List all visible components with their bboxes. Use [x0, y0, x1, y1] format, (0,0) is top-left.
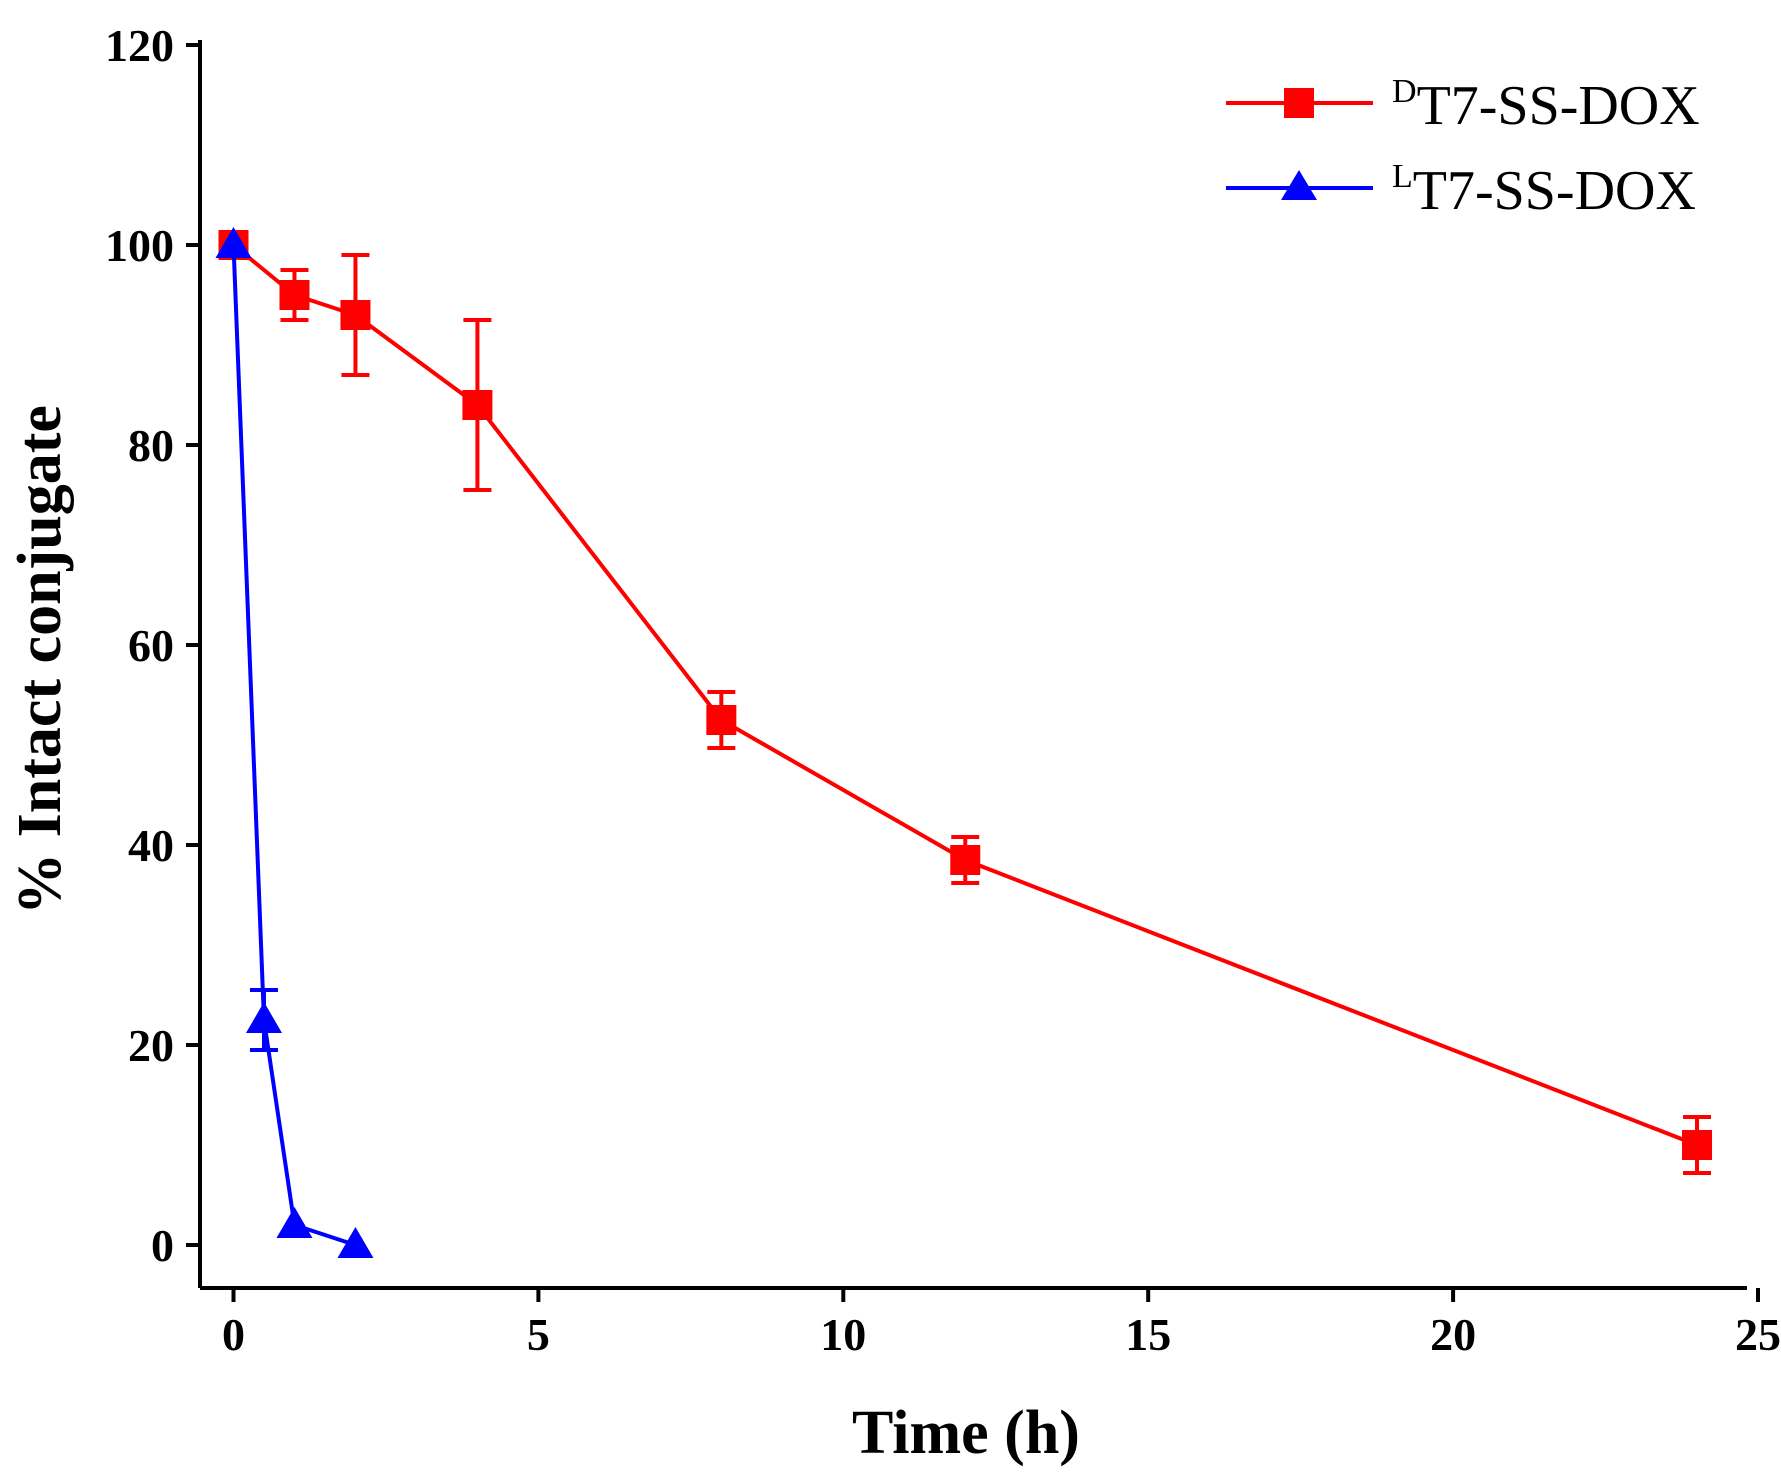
y-tick-label: 80	[128, 420, 174, 471]
data-point-square	[706, 705, 737, 735]
legend-item-lt7: LT7-SS-DOX	[1226, 158, 1696, 222]
legend-sup-l: L	[1392, 158, 1413, 195]
data-point-square	[462, 390, 493, 420]
x-axis-title: Time (h)	[852, 1399, 1080, 1467]
series-line-lt7	[231, 244, 357, 1247]
data-point-triangle	[337, 1227, 374, 1258]
y-tick-label: 100	[105, 220, 174, 271]
data-point-triangle	[215, 227, 252, 258]
data-point-square	[279, 280, 310, 310]
series-lt7	[215, 227, 374, 1258]
data-point-square	[950, 845, 981, 875]
legend-marker-triangle	[1281, 170, 1317, 200]
y-tick-label: 120	[105, 20, 174, 71]
y-axis-title: % Intact conjugate	[6, 405, 74, 915]
series-line-dt7	[232, 243, 1698, 1147]
axes	[198, 40, 1747, 1290]
series-layer	[215, 227, 1713, 1258]
legend-text-dt7: T7-SS-DOX	[1417, 75, 1700, 137]
data-point-triangle	[276, 1207, 313, 1238]
data-point-square	[1682, 1130, 1713, 1160]
series-dt7	[218, 230, 1713, 1175]
legend: DT7-SS-DOX LT7-SS-DOX	[1226, 73, 1700, 222]
legend-label-dt7: DT7-SS-DOX	[1392, 73, 1700, 137]
x-tick-label: 0	[222, 1309, 245, 1360]
legend-item-dt7: DT7-SS-DOX	[1226, 73, 1700, 137]
y-tick-label: 20	[128, 1020, 174, 1071]
x-tick-label: 5	[527, 1309, 550, 1360]
x-tick-label: 10	[820, 1309, 866, 1360]
x-tick-label: 25	[1735, 1309, 1781, 1360]
y-tick-label: 60	[128, 620, 174, 671]
ticks: 0 5 10 15 20 25 0 20 40 60 80 100 120	[105, 20, 1781, 1360]
y-tick-label: 40	[128, 820, 174, 871]
legend-sup-d: D	[1392, 73, 1417, 110]
data-point-triangle	[245, 1002, 282, 1033]
legend-marker-square	[1284, 88, 1314, 118]
legend-label-lt7: LT7-SS-DOX	[1392, 158, 1696, 222]
legend-text-lt7: T7-SS-DOX	[1413, 160, 1696, 222]
data-point-square	[340, 300, 371, 330]
x-tick-label: 15	[1125, 1309, 1171, 1360]
x-tick-label: 20	[1430, 1309, 1476, 1360]
y-tick-label: 0	[151, 1220, 174, 1271]
